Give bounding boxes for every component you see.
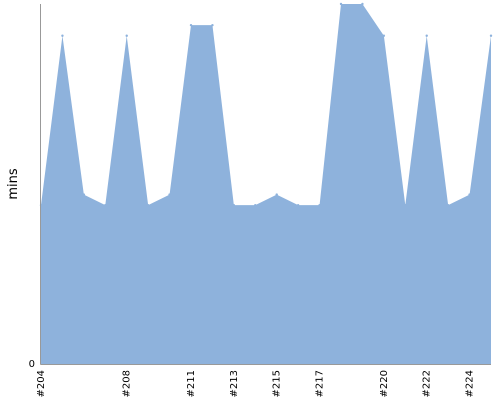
x-tick-label: #224 <box>465 370 476 397</box>
data-point <box>254 203 257 207</box>
data-point <box>125 34 128 37</box>
data-point <box>189 23 193 27</box>
x-tick-label: #213 <box>229 370 240 397</box>
x-tick-label: #217 <box>315 370 326 397</box>
x-tick-label: #220 <box>379 370 390 397</box>
data-point <box>296 203 300 207</box>
data-point <box>425 34 428 37</box>
data-point <box>61 34 64 37</box>
x-tick-label: #211 <box>186 370 197 397</box>
data-point <box>275 193 278 196</box>
y-axis-label: mins <box>6 168 21 200</box>
data-point <box>361 2 364 6</box>
data-point <box>382 34 386 37</box>
data-point <box>404 203 407 207</box>
axes <box>40 4 491 365</box>
data-point <box>446 203 450 207</box>
data-point <box>489 34 493 37</box>
x-tick-label: #215 <box>272 370 283 397</box>
data-point <box>82 193 86 196</box>
y-tick-label: 0 <box>29 359 35 370</box>
data-point <box>232 203 236 207</box>
data-point <box>168 193 171 196</box>
data-point <box>146 203 150 207</box>
x-tick-label: #222 <box>422 370 433 397</box>
data-point <box>318 203 321 207</box>
data-point <box>211 23 214 27</box>
labels: 0 mins #204 #208 #211 #213 #215 #217 #220 #222 #22… <box>6 168 476 397</box>
x-tick-label: #204 <box>36 370 47 397</box>
x-tick-label: #208 <box>122 370 133 397</box>
series-area <box>41 4 491 364</box>
data-point <box>468 193 471 196</box>
data-point <box>104 203 107 207</box>
data-point <box>339 2 343 6</box>
plot-area <box>39 2 493 364</box>
